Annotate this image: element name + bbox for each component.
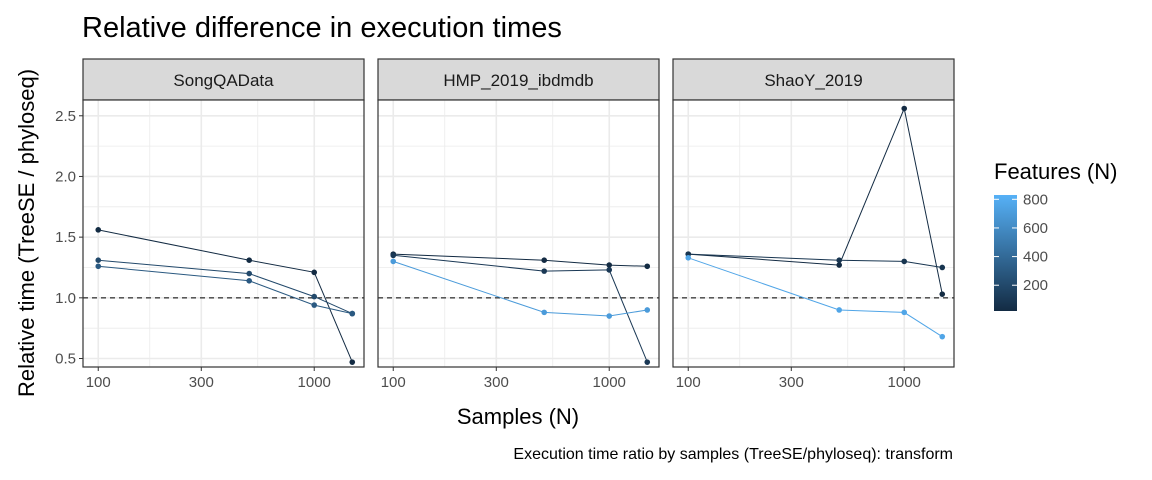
- data-point: [541, 268, 548, 274]
- data-point: [311, 293, 318, 300]
- panel-border: [377, 99, 660, 368]
- facet-strip-label: ShaoY_2019: [764, 71, 862, 90]
- data-point: [541, 309, 548, 316]
- legend-colorbar: [994, 195, 1017, 311]
- y-tick-label: 1.5: [55, 229, 76, 246]
- series-line: [393, 260, 648, 317]
- data-point: [606, 313, 613, 319]
- x-axis-title: Samples (N): [457, 404, 579, 429]
- data-point: [901, 309, 908, 316]
- data-point: [390, 258, 397, 265]
- facet-strip: [377, 58, 660, 101]
- data-point: [95, 257, 102, 264]
- data-point: [836, 307, 843, 313]
- data-point: [644, 307, 651, 313]
- series-line: [393, 254, 648, 363]
- facet-panel: SongQAData 100 300 1000: [82, 58, 365, 391]
- data-point: [95, 263, 102, 270]
- plot-background: [673, 100, 954, 367]
- plot-background: [83, 100, 364, 367]
- y-tick-label: 2.5: [55, 108, 76, 125]
- data-point: [939, 291, 946, 297]
- panel-border: [672, 99, 955, 368]
- data-point: [939, 333, 946, 340]
- facet-strip-label: HMP_2019_ibdmdb: [443, 71, 593, 90]
- series-line: [688, 106, 943, 295]
- y-tick-label: 2.0: [55, 168, 76, 185]
- y-axis-title: Relative time (TreeSE / phyloseq): [14, 69, 39, 397]
- data-point: [95, 227, 102, 233]
- data-point: [349, 359, 356, 365]
- data-point: [311, 269, 318, 276]
- data-point: [246, 257, 253, 264]
- y-tick-label: 0.5: [55, 351, 76, 368]
- plot-background: [378, 100, 659, 367]
- data-point: [311, 302, 318, 308]
- data-point: [939, 264, 946, 271]
- data-point: [644, 359, 651, 365]
- legend-tick-label: 200: [1023, 277, 1048, 294]
- series-line: [98, 265, 353, 315]
- chart-caption: Execution time ratio by samples (TreeSE/…: [513, 446, 953, 463]
- y-tick-label: 1.0: [55, 290, 76, 307]
- x-tick-label: 100: [86, 374, 111, 391]
- legend: Features (N) 200 400 600 800: [994, 159, 1117, 311]
- data-point: [246, 278, 253, 284]
- facet-panel: HMP_2019_ibdmdb 100 300 1000: [377, 58, 660, 391]
- y-axis: 0.5 1.0 1.5 2.0 2.5: [55, 108, 83, 368]
- data-point: [836, 257, 843, 264]
- chart-title: Relative difference in execution times: [82, 12, 562, 44]
- facet-panels: SongQAData 100 300 1000 HMP_2019_ibdmdb 100 30…: [82, 58, 955, 391]
- data-point: [901, 105, 908, 112]
- data-point: [606, 262, 613, 268]
- x-tick-label: 1000: [593, 374, 626, 391]
- facet-strip: [82, 58, 365, 101]
- data-point: [246, 270, 253, 277]
- panel-border: [82, 99, 365, 368]
- data-point: [901, 258, 908, 265]
- data-point: [836, 262, 843, 268]
- series-line: [393, 253, 648, 267]
- data-point: [685, 254, 692, 261]
- data-point: [644, 263, 651, 270]
- facet-strip-label: SongQAData: [173, 71, 274, 90]
- legend-title: Features (N): [994, 159, 1117, 184]
- x-tick-label: 300: [484, 374, 509, 391]
- series-line: [98, 259, 353, 315]
- legend-tick-label: 400: [1023, 249, 1048, 266]
- data-point: [390, 252, 397, 259]
- x-tick-label: 100: [381, 374, 406, 391]
- x-tick-label: 1000: [298, 374, 331, 391]
- series-line: [688, 257, 943, 338]
- legend-tick-label: 600: [1023, 220, 1048, 237]
- x-tick-label: 1000: [888, 374, 921, 391]
- data-point: [349, 310, 356, 317]
- legend-ticks: 200 400 600 800: [994, 191, 1048, 294]
- x-tick-label: 300: [779, 374, 804, 391]
- data-point: [541, 257, 548, 264]
- series-line: [98, 229, 353, 363]
- x-tick-label: 100: [676, 374, 701, 391]
- x-tick-label: 300: [189, 374, 214, 391]
- series-line: [688, 253, 943, 268]
- facet-panel: ShaoY_2019 100 300 1000: [672, 58, 955, 391]
- legend-tick-label: 800: [1023, 191, 1048, 208]
- data-point: [606, 267, 613, 273]
